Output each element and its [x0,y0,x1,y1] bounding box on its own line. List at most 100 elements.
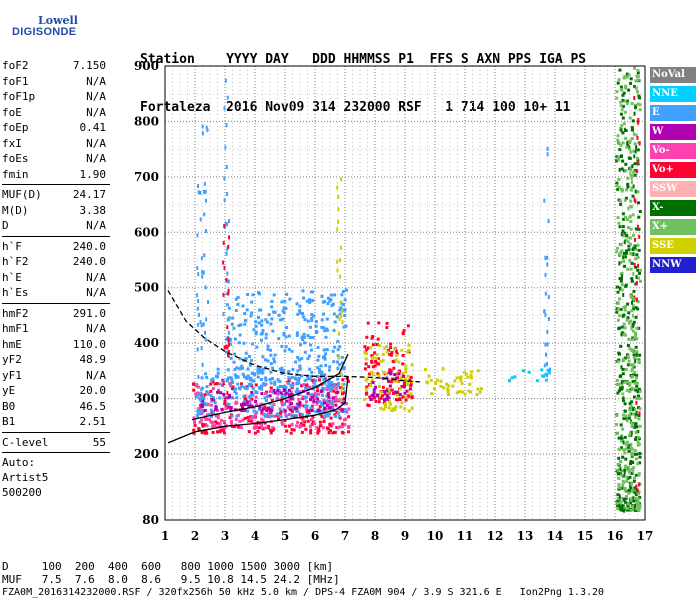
echo-point [334,395,338,399]
x-tick-label: 10 [427,529,444,543]
echo-point [263,383,266,387]
echo-point [366,321,370,325]
logo-line2: DIGISONDE [12,26,77,38]
echo-point [248,382,252,386]
echo-point [391,360,395,364]
echo-point [382,390,386,393]
echo-point [623,308,627,312]
echo-streak-point [227,288,230,293]
echo-point [273,360,276,364]
echo-point [397,360,401,364]
echo-point [630,468,634,472]
echo-point [631,461,635,464]
echo-point [636,268,640,272]
param-row-yf1: yF1 N/A [2,368,110,384]
echo-point [237,341,241,345]
echo-point [275,414,279,418]
echo-point [207,413,211,417]
echo-streak-point [636,136,639,140]
echo-point [627,311,631,315]
echo-point [198,409,202,412]
echo-point [621,159,625,163]
echo-streak-point [630,442,633,447]
echo-point [638,353,642,357]
echo-point [618,277,622,280]
echo-streak-point [204,189,207,194]
echo-point [299,404,303,407]
param-row-h-f: h`F 240.0 [2,239,110,255]
x-tick-label: 2 [191,529,199,543]
echo-point [624,414,628,418]
echo-point [335,410,339,414]
echo-streak-point [634,359,637,364]
echo-point [297,398,301,402]
x-tick-label: 17 [637,529,654,543]
echo-point [341,303,345,306]
echo-point [632,466,636,470]
echo-point [634,345,638,349]
echo-point [623,451,627,455]
echo-point [619,261,622,264]
echo-streak-point [224,145,227,150]
echo-point [370,370,374,374]
param-value: 7.150 [72,59,106,72]
echo-point [242,341,246,345]
echo-point [630,400,634,404]
echo-point [322,378,326,381]
echo-streak-point [546,146,549,151]
echo-point [626,218,629,221]
echo-point [626,344,630,347]
echo-point [227,376,231,380]
echo-point [636,71,640,75]
param-value: 48.9 [79,353,107,366]
echo-point [308,354,311,358]
echo-point [297,378,300,382]
echo-point [309,348,313,352]
echo-streak-point [632,407,635,412]
echo-point [248,402,252,406]
legend-item-vo-: Vo- [650,143,696,159]
echo-point [325,327,329,331]
echo-point [192,431,196,435]
echo-point [280,300,284,304]
echo-point [345,288,348,292]
echo-point [334,383,338,387]
echo-point [638,452,642,455]
echo-point [629,487,633,491]
echo-point [231,385,235,389]
echo-point [245,376,248,380]
echo-point [623,380,627,384]
echo-point [395,379,399,383]
echo-point [617,456,621,460]
echo-point [249,376,253,380]
echo-point [383,346,387,350]
echo-point [315,426,319,430]
echo-point [638,96,642,100]
echo-point [638,271,641,275]
echo-point [243,403,247,406]
echo-point [527,370,531,374]
echo-point [389,342,393,346]
echo-point [625,251,629,255]
echo-point [219,429,223,433]
echo-point [283,349,287,353]
echo-point [400,385,404,388]
echo-point [325,404,329,408]
echo-point [619,243,623,247]
param-value: 240.0 [72,239,106,253]
echo-point [236,382,240,386]
echo-point [630,489,634,492]
echo-point [215,421,219,425]
echo-point [619,251,623,254]
echo-point [269,414,273,418]
echo-point [216,375,220,379]
x-tick-label: 5 [281,529,289,543]
echo-streak-point [338,331,340,336]
echo-point [632,353,636,357]
echo-streak-point [620,332,623,337]
y-tick-label: 900 [134,59,159,73]
echo-point [629,168,633,172]
echo-point [433,387,436,391]
echo-point [628,381,632,385]
echo-point [347,407,351,411]
